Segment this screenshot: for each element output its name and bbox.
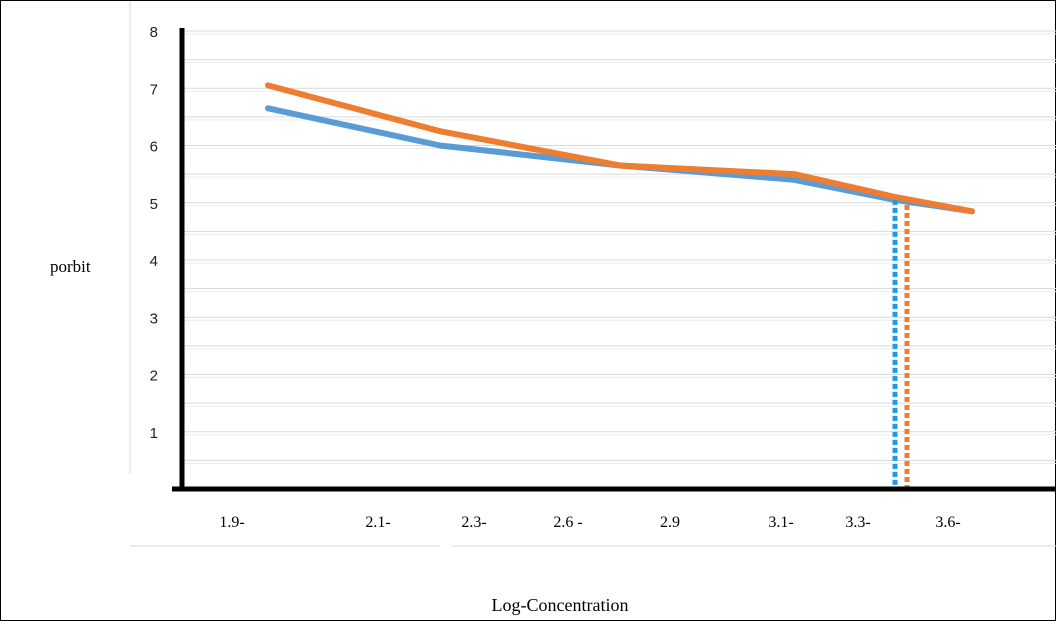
y-tick-label: 6 (150, 139, 158, 156)
y-tick-label: 3 (150, 310, 158, 327)
x-tick-label: 1.9- (219, 514, 244, 531)
y-tick-label: 1 (150, 425, 158, 442)
x-tick-label: 2.3- (461, 514, 486, 531)
y-tick-label: 2 (150, 368, 158, 385)
x-axis-label: Log-Concentration (492, 595, 629, 615)
series-line-1 (265, 105, 975, 215)
y-tick-label: 7 (150, 81, 158, 98)
y-tick-labels: 1 2 3 4 5 6 7 8 (150, 24, 158, 442)
x-tick-labels: 1.9- 2.1- 2.3- 2.6 - 2.9 3.1- 3.3- 3.6- (219, 514, 960, 531)
x-tick-label: 3.3- (845, 514, 870, 531)
x-tick-label: 2.1- (365, 514, 390, 531)
y-tick-label: 8 (150, 24, 158, 41)
x-tick-label: 3.6- (935, 514, 960, 531)
y-axis-label: porbit (50, 257, 91, 276)
x-tick-label: 3.1- (768, 514, 793, 531)
gridlines (129, 1, 1056, 547)
axes (172, 28, 1056, 492)
y-tick-label: 4 (150, 253, 158, 270)
x-tick-label: 2.6 - (553, 514, 582, 531)
dotted-markers (892, 197, 910, 489)
y-tick-label: 5 (150, 196, 158, 213)
x-tick-label: 2.9 (660, 514, 680, 531)
